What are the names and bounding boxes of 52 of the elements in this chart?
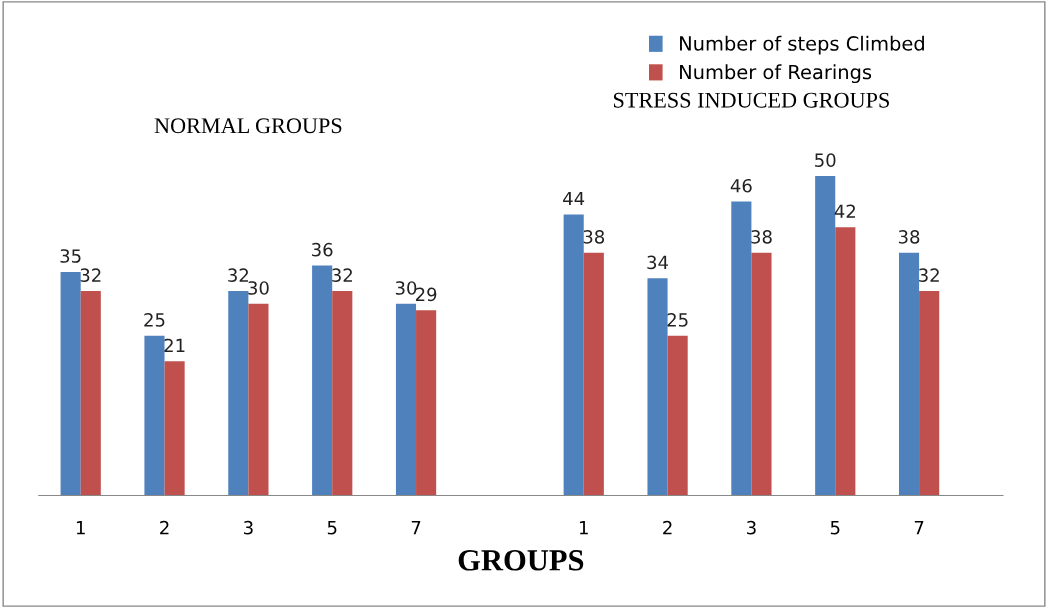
data-label: 36 bbox=[312, 242, 333, 257]
bar bbox=[815, 176, 836, 496]
x-tick-label: 7 bbox=[914, 521, 924, 535]
x-axis-title: GROUPS bbox=[458, 550, 584, 571]
bar bbox=[312, 265, 333, 496]
bar bbox=[751, 252, 772, 496]
bar bbox=[563, 214, 584, 496]
bar bbox=[60, 271, 81, 496]
legend-label: Number of steps Climbed bbox=[680, 35, 924, 55]
x-tick-label: 3 bbox=[244, 520, 253, 535]
x-tick-label: 1 bbox=[579, 521, 588, 535]
data-label: 44 bbox=[563, 191, 585, 206]
x-tick-label: 5 bbox=[830, 521, 840, 535]
bar bbox=[667, 335, 688, 496]
data-label: 38 bbox=[898, 230, 920, 244]
bar bbox=[228, 291, 249, 496]
data-label: 50 bbox=[815, 153, 836, 168]
data-label: 25 bbox=[667, 313, 688, 327]
x-tick-label: 1 bbox=[76, 521, 85, 535]
data-label: 32 bbox=[332, 268, 352, 283]
bar bbox=[416, 310, 437, 496]
legend-label: Number of Rearings bbox=[680, 64, 872, 84]
bar bbox=[395, 303, 417, 496]
data-label: 32 bbox=[228, 268, 248, 283]
data-label: 25 bbox=[144, 313, 165, 327]
x-tick-label: 2 bbox=[663, 520, 672, 535]
data-label: 34 bbox=[647, 255, 668, 270]
x-tick-label: 7 bbox=[411, 521, 421, 535]
bar bbox=[835, 227, 856, 496]
bar bbox=[144, 335, 165, 496]
text: NORMAL GROUPS bbox=[154, 118, 342, 134]
bar bbox=[80, 291, 101, 496]
data-label: 32 bbox=[919, 268, 939, 283]
bar bbox=[647, 278, 668, 496]
bar bbox=[919, 291, 940, 496]
bar bbox=[248, 303, 269, 496]
data-label: 46 bbox=[730, 178, 752, 193]
text: STRESS INDUCED GROUPS bbox=[613, 92, 889, 108]
data-label: 30 bbox=[248, 281, 269, 295]
bar bbox=[164, 361, 185, 496]
data-label: 29 bbox=[415, 287, 437, 302]
bar bbox=[332, 291, 353, 496]
bar bbox=[731, 201, 752, 496]
data-label: 38 bbox=[751, 230, 772, 244]
x-tick-label: 5 bbox=[327, 521, 337, 535]
data-label: 21 bbox=[164, 338, 185, 353]
x-tick-label: 2 bbox=[160, 520, 169, 535]
data-label: 30 bbox=[395, 281, 417, 295]
bar bbox=[898, 252, 920, 496]
x-tick-label: 3 bbox=[747, 520, 756, 535]
bar bbox=[583, 252, 604, 496]
data-label: 35 bbox=[60, 249, 81, 263]
